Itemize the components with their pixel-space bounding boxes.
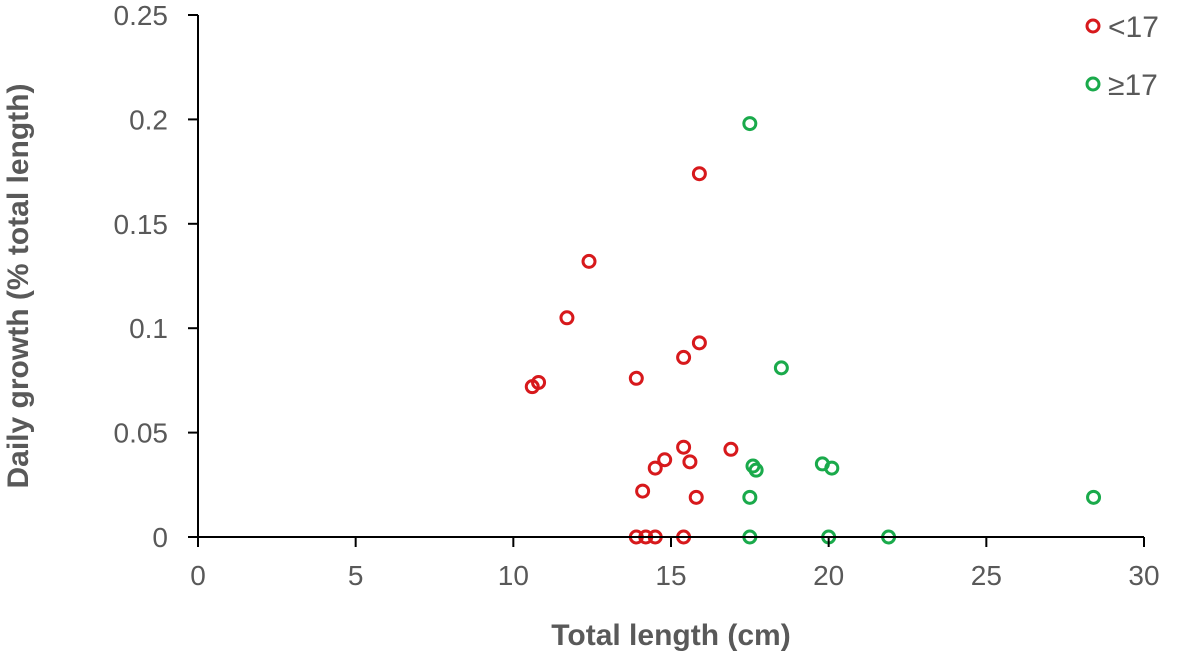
data-point [748,462,764,478]
data-point [559,310,575,326]
x-axis-title: Total length (cm) [551,619,790,652]
data-point [647,460,663,476]
y-tick-label: 0.05 [114,418,169,449]
data-point [676,439,692,455]
data-point [824,460,840,476]
x-tick-label: 15 [655,560,686,591]
y-tick-label: 0.2 [129,104,168,135]
data-point [657,452,673,468]
legend-item: ≥17 [1085,69,1158,102]
plot-area [524,116,1102,545]
data-point [531,374,547,390]
data-point [773,360,789,376]
data-point [1086,489,1102,505]
legend-item: <17 [1085,11,1159,44]
data-point [691,335,707,351]
data-point [742,489,758,505]
axes: 0 5 10 15 20 25 30 0 0.05 0.1 0.15 0.2 0.25 [114,0,1160,591]
x-tick-label: 10 [498,560,529,591]
y-tick-label: 0.1 [129,313,168,344]
legend: <17 ≥17 [1085,11,1159,102]
data-point [688,489,704,505]
legend-label: <17 [1108,11,1159,44]
x-ticks: 0 5 10 15 20 25 30 [190,537,1160,591]
legend-marker [1085,18,1101,34]
data-point [628,370,644,386]
legend-marker [1085,76,1101,92]
x-tick-label: 25 [971,560,1002,591]
y-ticks: 0 0.05 0.1 0.15 0.2 0.25 [114,0,198,553]
y-tick-label: 0.15 [114,209,169,240]
x-tick-label: 0 [190,560,206,591]
data-point [581,253,597,269]
data-point [723,441,739,457]
data-point [691,166,707,182]
series-ge17 [742,116,1102,545]
y-axis-title: Daily growth (% total length) [2,84,35,489]
data-point [742,116,758,132]
x-tick-label: 20 [813,560,844,591]
data-point [676,349,692,365]
x-tick-label: 30 [1128,560,1159,591]
x-tick-label: 5 [348,560,364,591]
series-lt17 [524,166,739,545]
y-tick-label: 0.25 [114,0,169,31]
data-point [682,454,698,470]
y-tick-label: 0 [152,522,168,553]
data-point [635,483,651,499]
legend-label: ≥17 [1108,69,1158,102]
